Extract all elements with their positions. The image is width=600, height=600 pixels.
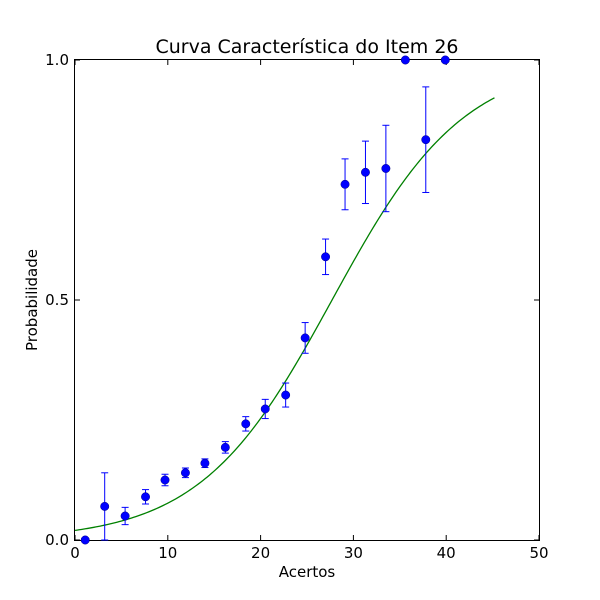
y-axis-label: Probabilidade (23, 249, 41, 351)
data-point (300, 333, 310, 343)
data-point (80, 535, 90, 545)
fitted-curve (75, 97, 495, 532)
data-point (281, 390, 291, 400)
data-point (321, 252, 331, 262)
x-tick-label: 20 (251, 544, 270, 562)
x-axis-ticks: 0 10 20 30 40 50 (70, 60, 549, 562)
data-point (120, 511, 130, 521)
data-point (220, 442, 230, 452)
y-axis-ticks: 0.0 0.5 1.0 (45, 51, 539, 549)
data-point (180, 468, 190, 478)
x-tick-label: 40 (437, 544, 456, 562)
data-point (241, 419, 251, 429)
data-point (160, 475, 170, 485)
data-points-layer (80, 55, 450, 545)
data-point (381, 164, 391, 173)
x-axis-label: Acertos (279, 563, 336, 581)
x-tick-label: 0 (70, 544, 80, 562)
data-point (421, 135, 431, 145)
x-tick-label: 10 (158, 544, 177, 562)
data-point (200, 458, 210, 468)
data-point (141, 492, 150, 502)
data-point (260, 404, 270, 414)
x-tick-label: 30 (344, 544, 363, 562)
x-tick-label: 50 (529, 544, 548, 562)
data-point (100, 501, 110, 511)
y-tick-label: 1.0 (45, 51, 69, 69)
data-point (340, 179, 350, 189)
y-tick-label: 0.5 (45, 291, 69, 309)
plot-frame (74, 59, 540, 541)
y-tick-label: 0.0 (45, 531, 69, 549)
data-point (400, 55, 410, 65)
data-point (440, 55, 450, 65)
chart-title: Curva Característica do Item 26 (155, 36, 458, 58)
fitted-curve-layer (75, 97, 495, 532)
data-point (361, 167, 370, 177)
